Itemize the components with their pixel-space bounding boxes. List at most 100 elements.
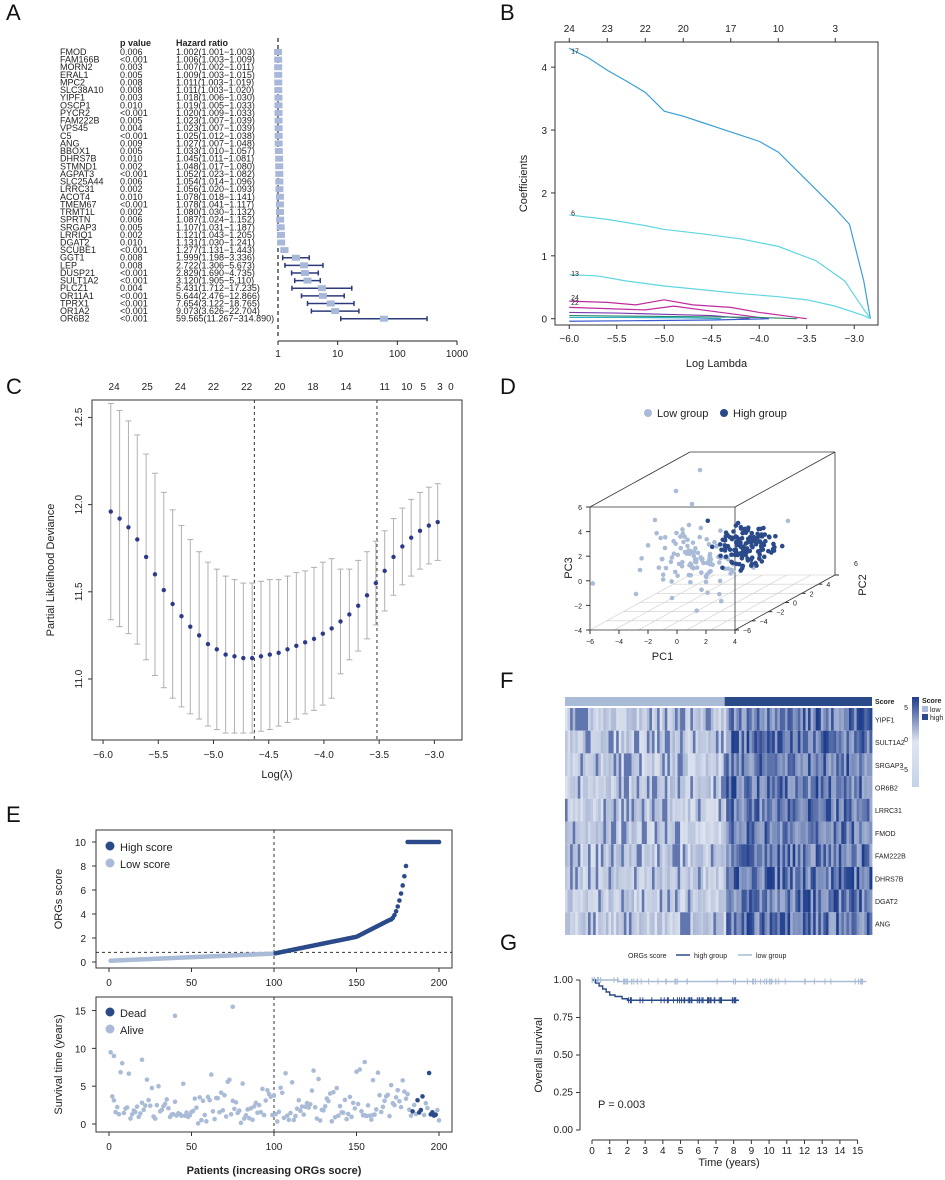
heatmap-cell xyxy=(611,753,615,777)
heatmap-cell xyxy=(726,753,730,777)
heatmap-cell xyxy=(759,821,763,845)
heatmap-cell xyxy=(575,912,579,935)
heatmap-cell xyxy=(636,708,640,731)
heatmap-cell xyxy=(866,708,870,731)
x-tick-label: −5.0 xyxy=(204,750,224,761)
high-group-point xyxy=(729,559,734,565)
heatmap-cell xyxy=(787,708,791,731)
hr-box xyxy=(275,163,284,170)
heatmap-cell xyxy=(651,821,655,845)
deviance-point xyxy=(135,537,140,542)
heatmap-cell xyxy=(657,798,661,822)
heatmap-cell xyxy=(708,912,712,935)
heatmap-cell xyxy=(744,753,748,777)
heatmap-cell xyxy=(598,889,602,913)
low-group-point xyxy=(717,578,723,584)
heatmap-cell xyxy=(772,866,776,890)
heatmap-cell xyxy=(651,753,655,777)
header-pvalue: p value xyxy=(120,38,151,48)
heatmap-cell xyxy=(851,866,855,890)
heatmap-cell xyxy=(710,866,714,890)
heatmap-cell xyxy=(754,708,758,731)
heatmap-cell xyxy=(777,753,781,777)
deviance-point xyxy=(143,554,149,560)
x-tick-label: 12 xyxy=(799,1146,811,1157)
heatmap-cell xyxy=(713,821,717,845)
heatmap-cell xyxy=(797,730,801,754)
heatmap-cell xyxy=(846,821,850,845)
high-group-point xyxy=(767,534,772,540)
survival-point xyxy=(387,1113,392,1119)
panel-label-c: C xyxy=(6,374,22,399)
heatmap-cell xyxy=(841,889,845,913)
heatmap-cell xyxy=(736,889,740,913)
heatmap-cell xyxy=(646,776,650,799)
heatmap-cell xyxy=(851,798,855,822)
heatmap-cell xyxy=(567,776,571,799)
hr-box xyxy=(274,109,283,116)
heatmap-cell xyxy=(746,730,750,754)
heatmap-cell xyxy=(749,821,753,845)
heatmap-cell xyxy=(744,730,748,754)
low-group-point xyxy=(654,530,659,536)
survival-point xyxy=(393,1095,399,1100)
heatmap-cell xyxy=(843,821,847,845)
low-group-point xyxy=(688,579,693,585)
heatmap-cell xyxy=(595,866,599,890)
heatmap-cell xyxy=(721,866,725,890)
heatmap-cell xyxy=(641,866,645,890)
heatmap-cell xyxy=(585,708,589,731)
heatmap-cell xyxy=(698,889,701,913)
survival-point xyxy=(197,1095,203,1100)
legend-low-group: Low group xyxy=(657,408,708,420)
heatmap-cell xyxy=(680,708,684,731)
heatmap-cell xyxy=(703,753,707,777)
low-group-point xyxy=(728,571,733,576)
heatmap-cell xyxy=(690,730,694,754)
heatmap-cell xyxy=(836,753,840,777)
heatmap-cell xyxy=(800,844,804,867)
expression-heatmap: ScoreYIPF1SULT1A2SRGAP3OR6B2LRRC31FMODFA… xyxy=(565,697,943,935)
heatmap-cell xyxy=(741,912,745,935)
deviance-point xyxy=(258,654,264,659)
heatmap-cell xyxy=(639,776,643,799)
heatmap-cell xyxy=(672,912,676,935)
heatmap-cell xyxy=(736,821,740,845)
heatmap-cell xyxy=(751,821,755,845)
heatmap-cell xyxy=(802,708,806,731)
gene-label: FAM166B xyxy=(60,55,100,65)
heatmap-cell xyxy=(669,798,673,822)
heatmap-cell xyxy=(603,912,607,935)
heatmap-cell xyxy=(623,798,627,822)
heatmap-cell xyxy=(805,866,809,890)
heatmap-cell xyxy=(580,844,584,867)
heatmap-cell xyxy=(751,912,755,935)
heatmap-cell xyxy=(756,776,760,799)
heatmap-cell xyxy=(582,753,586,777)
heatmap-cell xyxy=(690,776,694,799)
heatmap-cell xyxy=(605,912,609,935)
p-value: 0.005 xyxy=(120,70,143,80)
low-group-point xyxy=(669,595,675,601)
heatmap-cell xyxy=(611,776,615,799)
heatmap-cell xyxy=(634,889,638,913)
deviance-point xyxy=(435,519,440,525)
high-group-point xyxy=(759,559,765,564)
heatmap-cell xyxy=(841,821,845,845)
heatmap-cell xyxy=(662,844,666,867)
cube-edge xyxy=(589,451,691,508)
low-group-point xyxy=(718,528,723,533)
heatmap-cell xyxy=(838,776,842,799)
heatmap-cell xyxy=(649,912,653,935)
heatmap-cell xyxy=(598,776,602,799)
heatmap-cell xyxy=(692,730,696,754)
heatmap-cell xyxy=(779,821,783,845)
heatmap-cell xyxy=(810,821,814,845)
heatmap-cell xyxy=(677,912,681,935)
survival-point xyxy=(293,1113,298,1119)
x-tick-label: −3.5 xyxy=(797,334,817,345)
high-group-point xyxy=(738,524,744,530)
heatmap-cell xyxy=(621,844,625,867)
heatmap-cell xyxy=(741,844,745,867)
heatmap-cell xyxy=(575,866,579,890)
